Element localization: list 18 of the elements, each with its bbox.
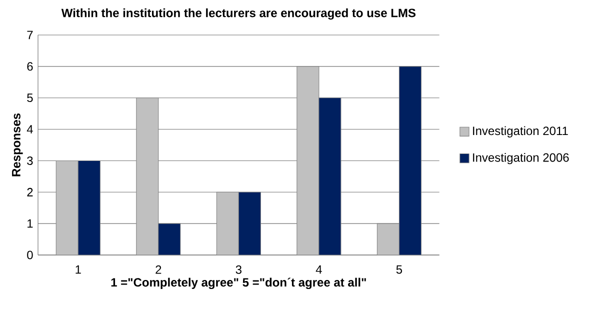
legend-label: Investigation 2006 <box>473 152 569 164</box>
x-tick-label: 1 <box>76 265 81 274</box>
y-tick-label: 6 <box>27 62 33 71</box>
y-tick-label: 5 <box>27 94 33 102</box>
x-axis-title: 1 ="Completely agree" 5 ="don´t agree at all" <box>111 278 366 290</box>
y-tick-label: 7 <box>27 30 33 40</box>
y-tick-label: 3 <box>27 156 33 165</box>
x-tick-label: 5 <box>396 265 402 274</box>
y-tick-label: 1 <box>28 219 33 228</box>
y-tick-label: 4 <box>26 125 33 134</box>
legend-label: Investigation 2011 <box>473 126 568 138</box>
y-axis-title: Responses <box>12 113 23 176</box>
chart-title: Within the institution the lecturers are encouraged to use LMS <box>61 8 416 20</box>
x-tick-label: 2 <box>156 265 162 274</box>
y-tick-label: 0 <box>27 250 33 260</box>
y-tick-label: 2 <box>27 188 33 196</box>
x-tick-label: 4 <box>316 265 322 274</box>
x-tick-label: 3 <box>236 265 242 274</box>
